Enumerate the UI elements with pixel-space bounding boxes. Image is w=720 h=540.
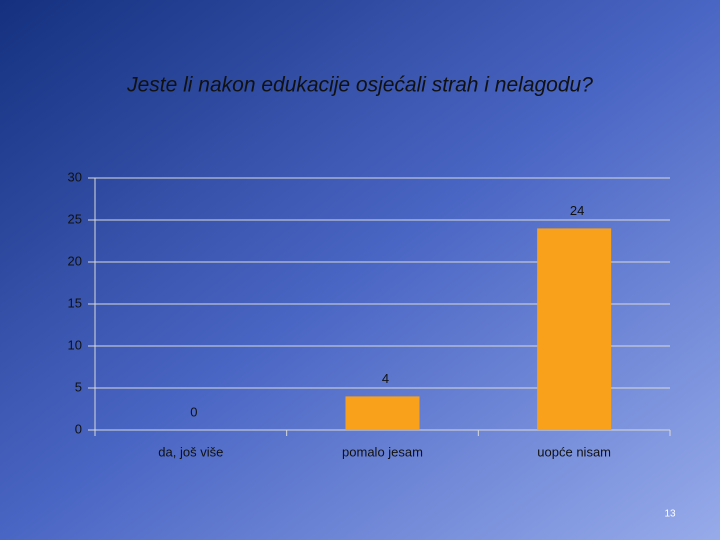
y-tick-label: 25 xyxy=(68,211,82,226)
y-tick-label: 15 xyxy=(68,295,82,310)
y-tick-label: 0 xyxy=(75,421,82,436)
bar xyxy=(537,228,612,430)
bar xyxy=(345,396,420,430)
data-label: 24 xyxy=(570,203,584,218)
y-tick-label: 5 xyxy=(75,379,82,394)
data-label: 4 xyxy=(382,371,389,386)
y-tick-label: 20 xyxy=(68,253,82,268)
y-tick-label: 10 xyxy=(68,337,82,352)
chart-title: Jeste li nakon edukacije osjećali strah … xyxy=(126,74,593,97)
data-label: 0 xyxy=(190,404,197,419)
x-tick-label: da, još više xyxy=(158,444,223,459)
slide-number: 13 xyxy=(664,509,676,520)
x-tick-label: uopće nisam xyxy=(537,444,611,459)
y-tick-label: 30 xyxy=(68,169,82,184)
x-tick-label: pomalo jesam xyxy=(342,444,423,459)
